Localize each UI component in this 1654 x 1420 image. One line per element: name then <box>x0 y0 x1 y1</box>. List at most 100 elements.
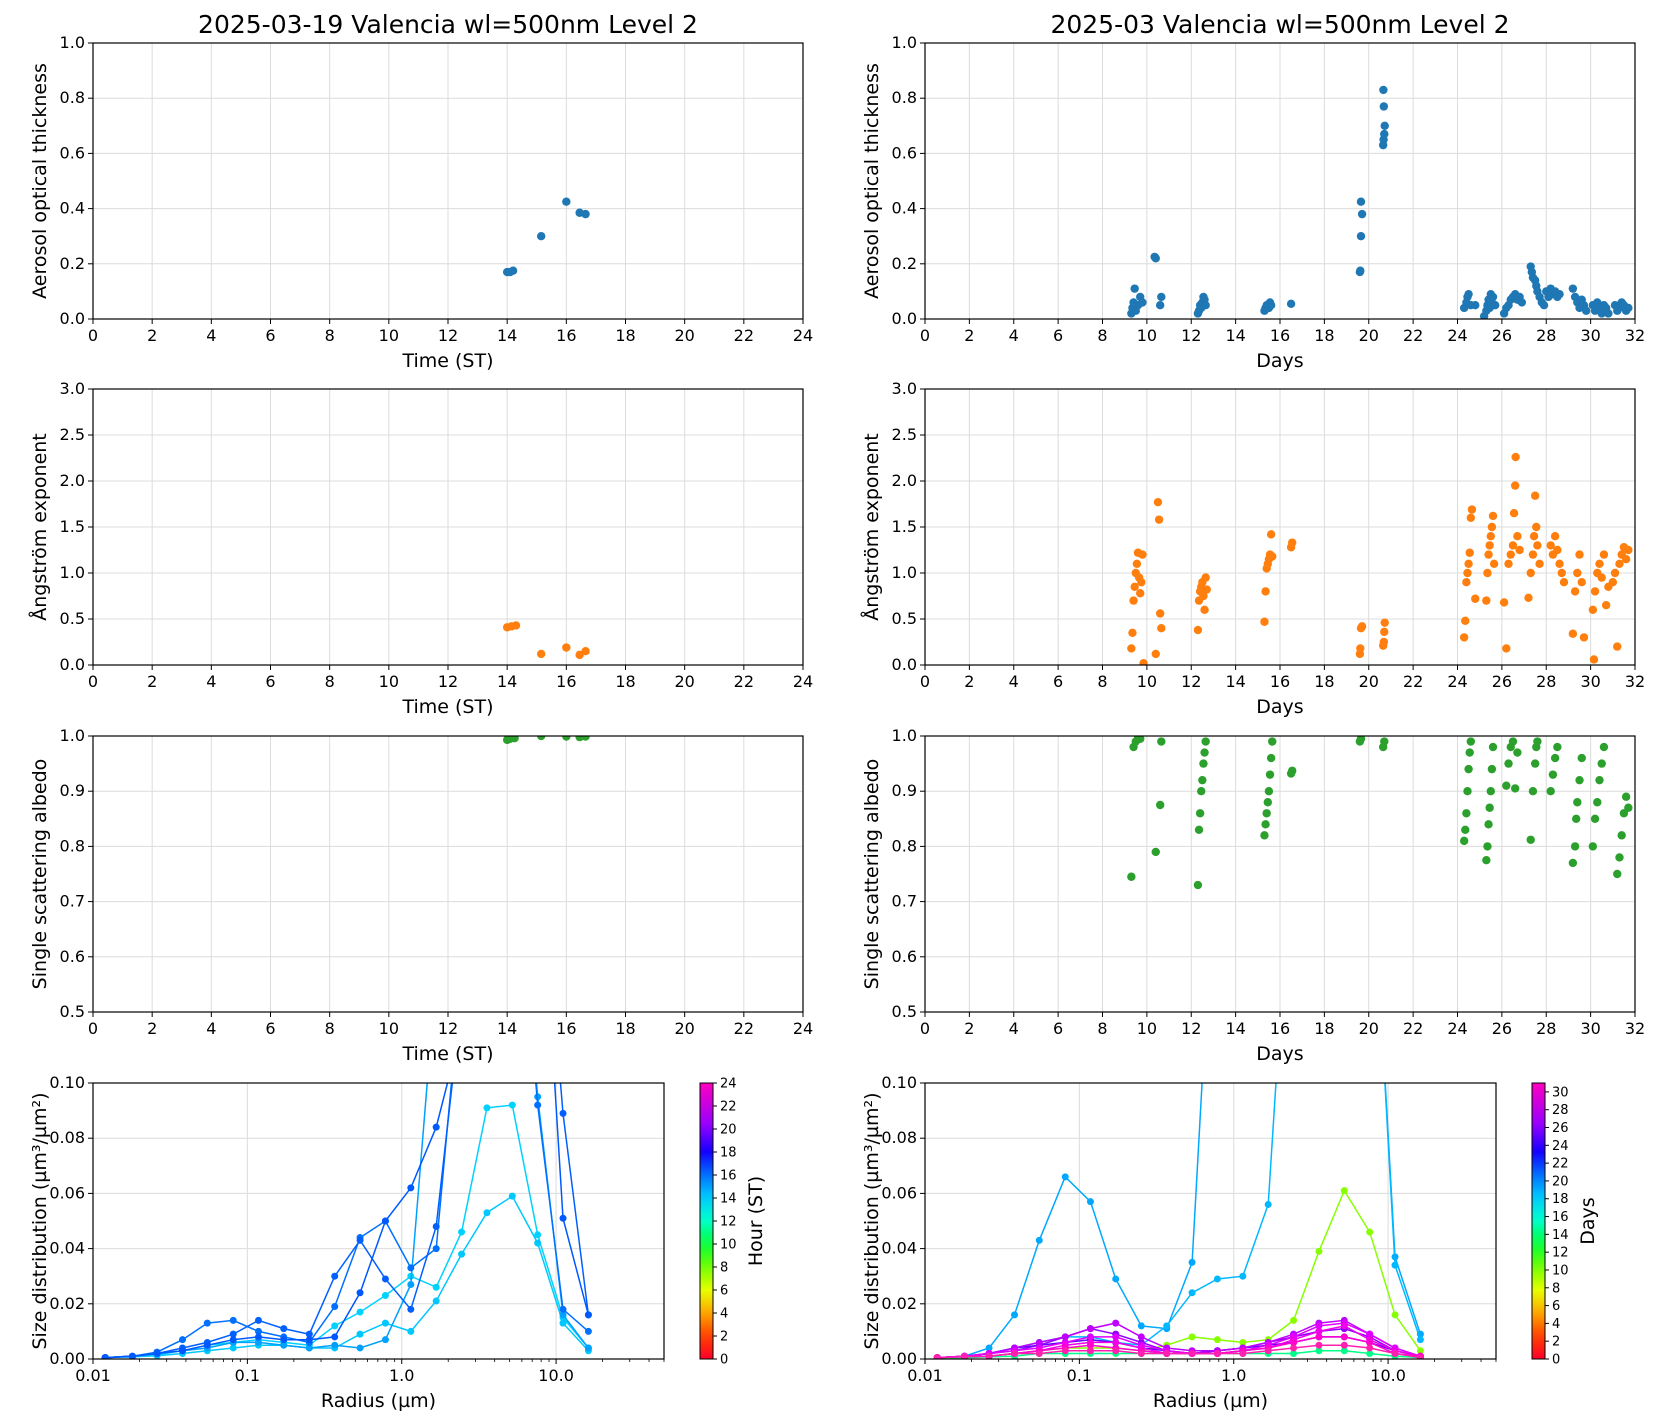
y-tick-label: 0.8 <box>892 88 917 107</box>
data-point <box>1610 568 1620 578</box>
data-point <box>1268 737 1277 746</box>
y-tick-label: 3.0 <box>892 379 917 398</box>
x-tick-label: 20 <box>1359 1019 1379 1038</box>
data-point <box>1264 787 1274 796</box>
series-point <box>1290 804 1297 811</box>
data-point <box>1380 737 1389 746</box>
series-point <box>1416 1347 1424 1355</box>
series-point <box>584 1311 592 1319</box>
colorbar-label: Days <box>1577 1197 1599 1244</box>
y-tick-label: 0.06 <box>881 1183 917 1202</box>
colorbar-tick-label: 24 <box>720 1077 737 1092</box>
data-point <box>511 621 521 630</box>
data-point <box>1568 858 1578 868</box>
series-line <box>937 1319 1421 1359</box>
data-point <box>1590 587 1600 596</box>
data-point <box>1579 633 1589 642</box>
data-point <box>1130 284 1139 293</box>
data-point <box>1513 748 1522 757</box>
data-point <box>1550 753 1560 763</box>
x-tick-label: 18 <box>615 1019 635 1038</box>
x-tick-label: 8 <box>1097 672 1107 691</box>
data-point <box>1559 578 1569 587</box>
data-point <box>1624 803 1633 812</box>
data-point <box>1201 573 1210 582</box>
series-line <box>937 1322 1421 1359</box>
x-tick-label: 32 <box>1625 326 1645 345</box>
colorbar-tick-label: 2 <box>1552 1335 1560 1350</box>
series-point <box>101 1354 109 1359</box>
x-tick-label: 0.01 <box>907 1366 943 1385</box>
series-point <box>254 1316 262 1324</box>
series-point <box>1010 1311 1018 1319</box>
series-line <box>937 1188 1422 1359</box>
y-axis-label: Ångström exponent <box>28 433 51 621</box>
series-point <box>1061 1173 1069 1181</box>
data-point <box>1485 541 1494 550</box>
data-point <box>1504 559 1513 568</box>
x-tick-label: 22 <box>1403 1019 1423 1038</box>
y-tick-label: 0.2 <box>60 254 85 273</box>
data-point <box>1463 568 1472 578</box>
x-tick-label: 8 <box>1097 326 1107 345</box>
series-point <box>1086 1341 1094 1349</box>
x-tick-label: 8 <box>325 672 335 691</box>
data-point <box>1590 814 1600 823</box>
x-tick-label: 24 <box>1447 326 1467 345</box>
x-axis-label: Time (ST) <box>401 1043 493 1065</box>
data-point <box>1139 658 1148 665</box>
x-tick-label: 0 <box>920 326 930 345</box>
series-point <box>178 1347 186 1355</box>
data-point <box>1482 596 1491 605</box>
series-point <box>483 804 490 811</box>
series-point <box>458 969 465 976</box>
chart-title: 2025-03-19 Valencia wl=500nm Level 2 <box>198 10 698 39</box>
data-point <box>1539 301 1549 310</box>
plot-area <box>1127 736 1633 890</box>
x-tick-label: 22 <box>1403 672 1423 691</box>
x-axis-label: Radius (µm) <box>1153 1390 1268 1412</box>
data-point <box>1613 642 1622 651</box>
series-point <box>509 804 516 811</box>
x-tick-label: 14 <box>497 672 517 691</box>
colorbar-tick-label: 4 <box>720 1307 728 1322</box>
y-tick-label: 0.5 <box>892 609 917 628</box>
colorbar-tick-label: 20 <box>1552 1174 1569 1189</box>
x-tick-label: 6 <box>265 1019 275 1038</box>
data-point <box>1288 766 1297 775</box>
y-tick-label: 1.0 <box>60 33 85 52</box>
x-tick-label: 6 <box>1053 672 1063 691</box>
x-tick-label: 20 <box>674 1019 694 1038</box>
series-point <box>1391 1311 1399 1319</box>
series-point <box>280 1341 288 1349</box>
series-point <box>331 1272 339 1280</box>
series-point <box>1163 1349 1171 1357</box>
series-point <box>1061 1347 1069 1355</box>
data-point <box>1471 301 1480 310</box>
colorbar-tick-label: 6 <box>1552 1299 1560 1314</box>
data-point <box>1464 764 1473 774</box>
x-tick-label: 8 <box>1097 1019 1107 1038</box>
colorbar-tick-label: 12 <box>1552 1246 1569 1261</box>
data-point <box>1260 831 1269 840</box>
colorbar-tick-label: 20 <box>720 1123 737 1138</box>
panel-daily-ssa: 0 2 4 6 8 10 12 14 16 18 20 22 240.50.60.70.80.91.0T… <box>29 726 813 1065</box>
colorbar-tick-label: 2 <box>720 1330 728 1345</box>
series-point <box>534 1101 542 1109</box>
x-tick-label: 6 <box>265 326 275 345</box>
y-tick-label: 0.8 <box>60 88 85 107</box>
y-tick-label: 0.10 <box>49 1073 85 1092</box>
series-point <box>331 1333 339 1341</box>
data-point <box>1154 515 1164 524</box>
series-point <box>1366 1338 1374 1346</box>
x-tick-label: 30 <box>1580 672 1600 691</box>
y-axis-label: Aerosol optical thickness <box>29 63 51 299</box>
colorbar-tick-label: 14 <box>720 1192 737 1207</box>
series-line <box>105 1104 589 1359</box>
series-point <box>458 1024 465 1031</box>
data-point <box>1155 800 1165 810</box>
x-tick-label: 28 <box>1536 672 1556 691</box>
x-tick-label: 2 <box>964 326 974 345</box>
colorbar-tick-label: 22 <box>720 1100 737 1115</box>
data-point <box>1200 748 1209 757</box>
